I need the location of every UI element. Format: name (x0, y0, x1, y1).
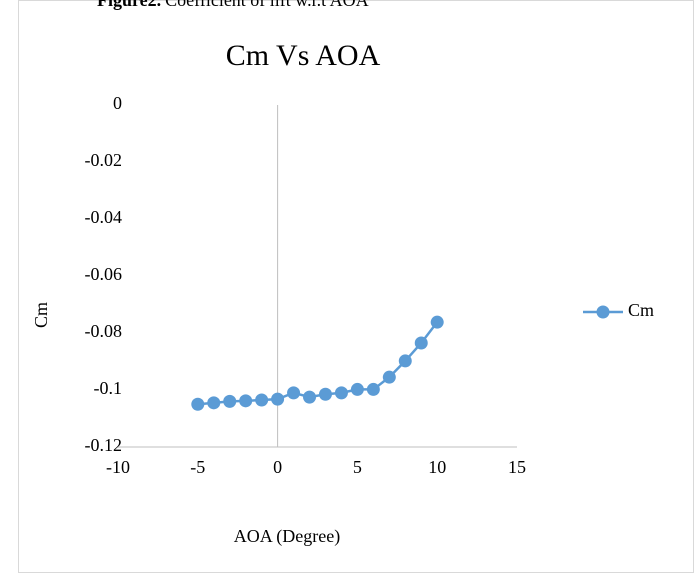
x-tick-label: 5 (353, 457, 362, 477)
x-tick-label: -10 (106, 457, 130, 477)
x-tick-label: 0 (273, 457, 282, 477)
data-point (255, 393, 269, 407)
data-point (191, 397, 205, 411)
legend-label: Cm (628, 300, 654, 320)
chart-title: Cm Vs AOA (226, 39, 381, 72)
y-tick-label: -0.02 (85, 150, 123, 170)
data-point (303, 390, 317, 404)
y-tick-label: -0.1 (94, 378, 123, 398)
y-tick-label: -0.06 (85, 264, 123, 284)
y-tick-label: -0.12 (85, 435, 123, 455)
y-tick-label: -0.04 (85, 207, 123, 227)
caption-label: Figure2. (97, 0, 161, 10)
caption-text: Coefficient of lift w.r.t AOA (165, 0, 368, 10)
data-point (318, 387, 332, 401)
y-tick-label: -0.08 (85, 321, 123, 341)
y-tick-label: 0 (113, 93, 122, 113)
data-point (271, 392, 285, 406)
data-point (207, 396, 221, 410)
x-tick-label: -5 (190, 457, 205, 477)
series-line (197, 321, 439, 406)
data-point (382, 370, 396, 384)
x-tick-label: 15 (508, 457, 526, 477)
y-axis-label: Cm (31, 302, 51, 328)
data-point (287, 386, 301, 400)
data-point (414, 336, 428, 350)
chart-frame (18, 0, 694, 573)
data-point (350, 382, 364, 396)
x-tick-label: 10 (428, 457, 446, 477)
caption: Figure2. Coefficient of lift w.r.t AOA (97, 0, 369, 10)
x-axis-label: AOA (Degree) (234, 526, 340, 547)
data-point (223, 394, 237, 408)
data-point (398, 354, 412, 368)
data-point (430, 315, 444, 329)
legend-marker (596, 305, 610, 319)
data-point (366, 382, 380, 396)
data-point (239, 394, 253, 408)
data-point (334, 386, 348, 400)
